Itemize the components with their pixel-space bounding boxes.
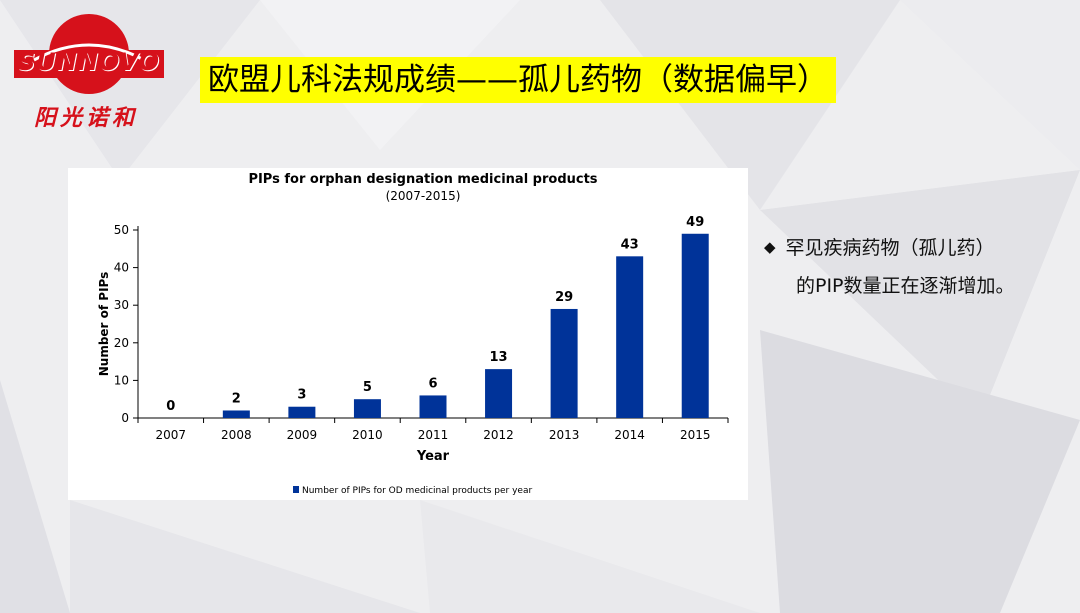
chart-panel: PIPs for orphan designation medicinal pr… — [68, 168, 748, 500]
x-tick-label: 2007 — [156, 428, 187, 442]
data-label: 43 — [621, 237, 639, 252]
bar — [288, 406, 316, 418]
bar — [550, 308, 578, 418]
diamond-bullet-icon: ◆ — [764, 238, 776, 256]
logo-sun-icon — [14, 14, 164, 94]
logo-wordmark: SUNNOVO — [17, 48, 161, 76]
chart-subtitle: (2007-2015) — [386, 189, 461, 203]
data-label: 49 — [686, 215, 704, 230]
chart-title: PIPs for orphan designation medicinal pr… — [248, 172, 597, 187]
logo-chinese-name: 阳光诺和 — [34, 105, 139, 131]
x-tick-label: 2013 — [549, 428, 580, 442]
bar — [681, 233, 709, 418]
bar — [616, 256, 644, 418]
x-tick-label: 2011 — [418, 428, 449, 442]
legend-label: Number of PIPs for OD medicinal products… — [302, 486, 532, 496]
y-tick-label: 0 — [121, 411, 129, 425]
data-label: 13 — [490, 350, 508, 365]
x-tick-label: 2008 — [221, 428, 252, 442]
y-axis-label: Number of PIPs — [97, 272, 111, 377]
data-label: 2 — [232, 391, 241, 406]
data-label: 5 — [363, 380, 372, 395]
x-tick-label: 2012 — [483, 428, 514, 442]
x-tick-label: 2015 — [680, 428, 711, 442]
bar — [419, 395, 447, 418]
legend-swatch — [293, 486, 299, 493]
data-label: 0 — [166, 399, 175, 414]
bar — [353, 399, 381, 418]
y-tick-label: 40 — [114, 261, 129, 275]
y-tick-label: 30 — [114, 298, 129, 312]
y-tick-label: 10 — [114, 373, 129, 387]
x-tick-label: 2009 — [287, 428, 318, 442]
data-label: 6 — [428, 376, 437, 391]
data-label: 3 — [297, 388, 306, 403]
bullet-text-line-2: 的PIP数量正在逐渐增加。 — [796, 275, 1015, 297]
bullet-text-line-1: 罕见疾病药物（孤儿药） — [785, 237, 995, 259]
x-axis-label: Year — [416, 449, 450, 464]
y-tick-label: 20 — [114, 336, 129, 350]
x-tick-label: 2014 — [614, 428, 645, 442]
x-tick-label: 2010 — [352, 428, 383, 442]
bar — [222, 410, 250, 418]
company-logo: SUNNOVO 阳光诺和 — [14, 10, 164, 131]
data-label: 29 — [555, 290, 573, 305]
bullet-point: ◆ 罕见疾病药物（孤儿药） 的PIP数量正在逐渐增加。 — [764, 228, 1064, 305]
slide-title: 欧盟儿科法规成绩——孤儿药物（数据偏早） — [200, 57, 836, 103]
bar-chart: PIPs for orphan designation medicinal pr… — [97, 172, 729, 496]
bar — [485, 369, 513, 418]
y-tick-label: 50 — [114, 223, 129, 237]
